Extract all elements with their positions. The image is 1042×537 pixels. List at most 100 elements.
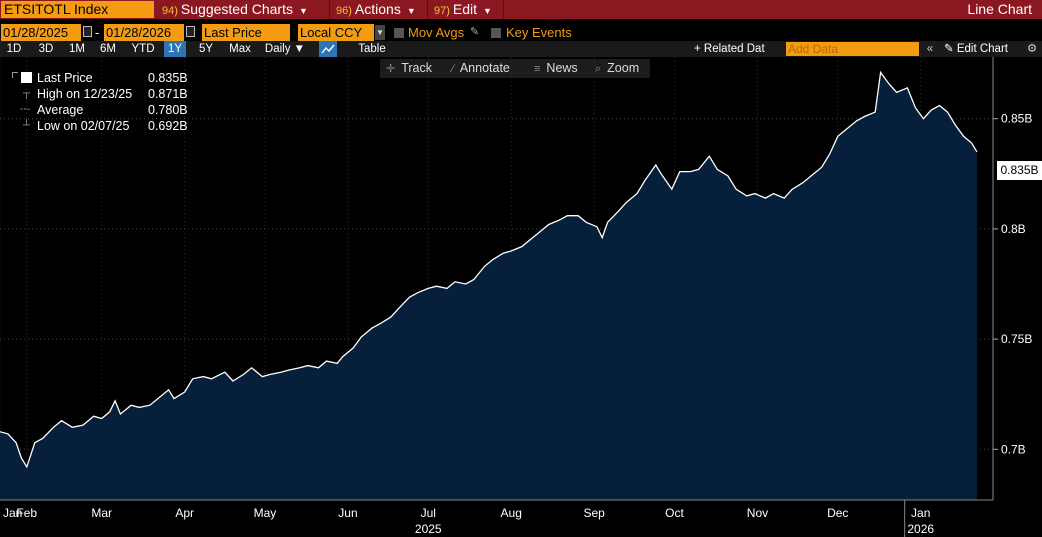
magnifier-icon: ⌕ <box>595 63 602 75</box>
x-tick-label: Sep <box>584 506 606 520</box>
legend-average-value: 0.780B <box>148 103 188 117</box>
calendar-icon[interactable] <box>83 26 92 37</box>
range-button-ytd[interactable]: YTD <box>131 43 155 55</box>
mov-avgs-label[interactable]: Mov Avgs <box>408 25 465 40</box>
news-tool[interactable]: ≡ News <box>534 59 578 78</box>
currency-select[interactable]: Local CCY <box>298 24 374 41</box>
plus-icon: + <box>694 43 701 55</box>
price-line <box>0 70 978 469</box>
legend-collapse-icon[interactable] <box>12 72 18 78</box>
add-data-input[interactable]: Add Data <box>786 42 919 56</box>
ticker-field[interactable]: ETSITOTL Index <box>1 1 154 18</box>
edit-menu[interactable]: 97) Edit ▼ <box>434 0 492 19</box>
field-select[interactable]: Last Price <box>202 24 290 41</box>
average-marker-icon: -◦- <box>20 104 31 115</box>
news-icon: ≡ <box>534 63 541 75</box>
calendar-icon[interactable] <box>186 26 195 37</box>
range-button-1d[interactable]: 1D <box>6 43 22 55</box>
line-chart-icon[interactable] <box>319 41 337 57</box>
menu-number: 97) <box>434 5 450 17</box>
x-tick-label: Jul <box>421 506 436 520</box>
menu-label: Actions <box>354 1 401 17</box>
y-tick-label: 0.7B <box>1001 442 1026 456</box>
chart-type-label: Line Chart <box>967 1 1032 17</box>
y-tick-label: 0.8B <box>1001 222 1026 236</box>
news-label: News <box>546 61 578 75</box>
y-tick-label: 0.85B <box>1001 112 1032 126</box>
chevron-down-icon: ▼ <box>298 6 308 16</box>
end-date-input[interactable]: 01/28/2026 <box>104 24 184 41</box>
chevron-down-icon[interactable]: ▼ <box>375 25 385 40</box>
mov-avgs-checkbox[interactable] <box>394 28 404 38</box>
year-label: 2026 <box>907 522 934 536</box>
x-tick-label: Jun <box>338 506 357 520</box>
start-date-input[interactable]: 01/28/2025 <box>1 24 81 41</box>
legend-average-label: Average <box>37 103 84 117</box>
year-label: 2025 <box>415 522 442 536</box>
related-data-label: Related Dat <box>703 43 765 55</box>
top-menu-bar <box>0 0 1042 19</box>
legend-last-label: Last Price <box>37 71 93 85</box>
key-events-checkbox[interactable] <box>491 28 501 38</box>
track-label: Track <box>401 61 433 75</box>
x-tick-label: Aug <box>501 506 522 520</box>
legend-low-value: 0.692B <box>148 119 188 133</box>
last-price-tag: 0.835B <box>997 161 1042 180</box>
low-marker-icon: ┴ <box>23 120 31 131</box>
x-tick-label: Mar <box>91 506 112 520</box>
x-tick-label: Jan <box>3 506 22 520</box>
menu-divider <box>329 0 330 19</box>
x-tick-label: Apr <box>175 506 194 520</box>
zoom-tool[interactable]: ⌕ Zoom <box>595 59 639 78</box>
track-tool[interactable]: ✛ Track <box>386 59 432 78</box>
range-button-6m[interactable]: 6M <box>100 43 116 55</box>
pencil-icon[interactable]: ✎ <box>470 26 480 38</box>
actions-menu[interactable]: 96) Actions ▼ <box>336 0 416 19</box>
x-tick-label: May <box>254 506 277 520</box>
gear-icon[interactable]: ⚙ <box>1026 43 1038 55</box>
y-tick-label: 0.75B <box>1001 332 1032 346</box>
menu-number: 94) <box>162 5 178 17</box>
chevron-down-icon: ▼ <box>406 6 416 16</box>
collapse-icon[interactable]: « <box>926 43 934 55</box>
high-marker-icon: ┬ <box>23 88 31 99</box>
period-label: Daily <box>264 43 291 55</box>
annotate-label: Annotate <box>459 61 510 75</box>
legend-high-label: High on 12/23/25 <box>37 87 133 101</box>
chart-toolbar <box>380 59 650 78</box>
period-select[interactable]: Daily ▼ <box>264 43 306 55</box>
x-tick-label: Oct <box>665 506 684 520</box>
edit-chart-button[interactable]: ✎ Edit Chart <box>944 41 1020 57</box>
x-tick-label: Nov <box>747 506 768 520</box>
crosshair-icon: ✛ <box>386 63 396 75</box>
price-area <box>0 72 977 501</box>
suggested-charts-menu[interactable]: 94) Suggested Charts ▼ <box>162 0 308 19</box>
legend-last-value: 0.835B <box>148 71 188 85</box>
pencil-icon: ✎ <box>944 43 954 55</box>
chevron-down-icon: ▼ <box>483 6 492 16</box>
zoom-label: Zoom <box>607 61 640 75</box>
edit-chart-label: Edit Chart <box>956 43 1008 55</box>
menu-label: Edit <box>452 1 478 17</box>
menu-label: Suggested Charts <box>180 1 293 17</box>
range-button-1m[interactable]: 1M <box>69 43 85 55</box>
range-button-3d[interactable]: 3D <box>38 43 54 55</box>
annotate-tool[interactable]: ∕ Annotate <box>452 59 510 78</box>
last-price-swatch <box>21 72 32 83</box>
range-button-1y[interactable]: 1Y <box>164 41 186 57</box>
menu-divider <box>503 0 504 19</box>
key-events-label[interactable]: Key Events <box>506 25 572 40</box>
x-tick-label: Feb <box>16 506 37 520</box>
legend-high-value: 0.871B <box>148 87 188 101</box>
menu-divider <box>427 0 428 19</box>
date-separator: - <box>95 25 100 40</box>
legend-low-label: Low on 02/07/25 <box>37 119 130 133</box>
range-button-max[interactable]: Max <box>229 43 251 55</box>
range-bar <box>0 41 1042 57</box>
x-tick-label: Dec <box>827 506 848 520</box>
range-button-5y[interactable]: 5Y <box>198 43 214 55</box>
related-data-button[interactable]: + Related Dat <box>694 41 784 57</box>
table-button[interactable]: Table <box>358 43 386 55</box>
menu-number: 96) <box>336 5 352 17</box>
